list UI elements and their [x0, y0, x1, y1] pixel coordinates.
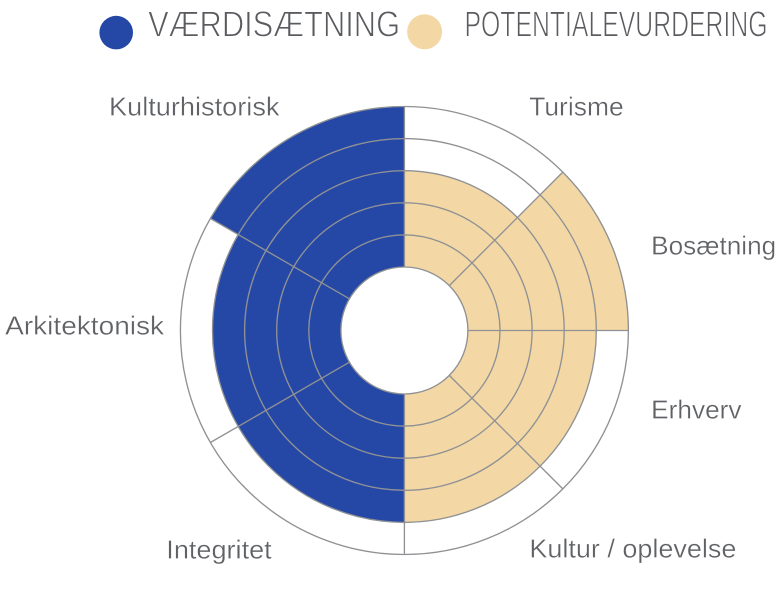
svg-text:VÆRDISÆTNING: VÆRDISÆTNING	[148, 4, 400, 45]
svg-text:POTENTIALEVURDERING: POTENTIALEVURDERING	[465, 4, 768, 45]
svg-text:Arkitektonisk: Arkitektonisk	[5, 311, 165, 341]
svg-text:Turisme: Turisme	[529, 92, 624, 122]
svg-text:Bosætning: Bosætning	[651, 231, 776, 261]
svg-text:Integritet: Integritet	[166, 535, 272, 565]
svg-text:Kulturhistorisk: Kulturhistorisk	[109, 92, 281, 122]
svg-text:Erhverv: Erhverv	[651, 395, 741, 425]
svg-text:Kultur / oplevelse: Kultur / oplevelse	[529, 534, 736, 564]
